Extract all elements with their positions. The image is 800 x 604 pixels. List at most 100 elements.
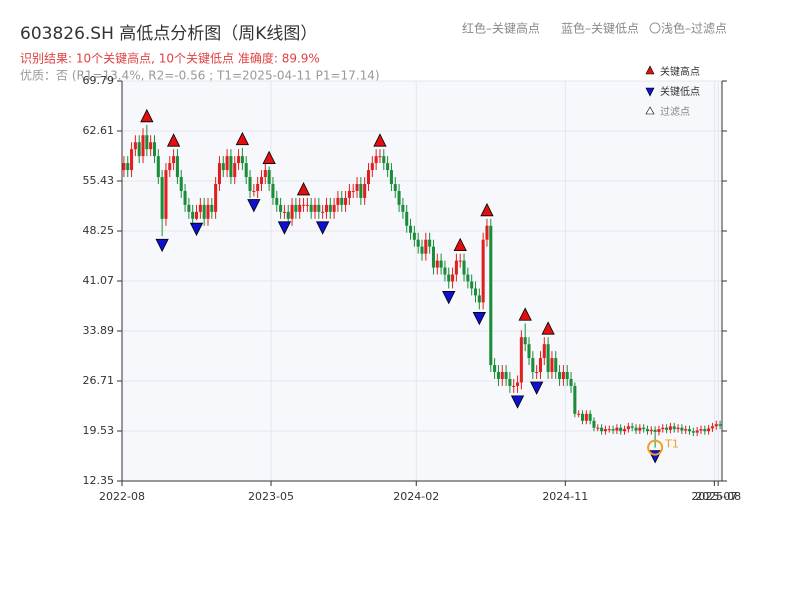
candle-body	[577, 413, 581, 415]
candle-body	[431, 246, 435, 268]
candle-body	[638, 427, 642, 431]
candle-body	[382, 156, 386, 164]
candle-body	[691, 431, 695, 433]
candle-body	[485, 225, 489, 240]
candle-body	[290, 204, 294, 219]
key-high-marker	[541, 321, 555, 335]
candle-body	[477, 295, 481, 303]
candle-body	[470, 281, 474, 289]
candle-body	[695, 430, 699, 433]
candle-body	[493, 365, 497, 373]
candle-body	[424, 239, 428, 254]
key-low-marker	[510, 395, 525, 409]
candle-body	[256, 183, 260, 191]
candle-body	[244, 163, 248, 178]
candle-body	[703, 429, 707, 432]
candle-body	[149, 142, 153, 150]
candle-body	[500, 372, 504, 379]
key-low-marker	[530, 381, 544, 395]
x-tick-label: 2022-08	[99, 490, 145, 503]
legend-label: 过滤点	[660, 105, 690, 118]
candle-body	[133, 142, 137, 150]
key-low-marker	[442, 291, 456, 305]
candle-body	[642, 427, 646, 430]
candle-body	[324, 204, 328, 212]
key-high-marker	[518, 307, 532, 321]
candle-body	[428, 239, 432, 247]
candle-body	[145, 135, 149, 150]
key-low-marker	[472, 311, 486, 326]
candle-body	[370, 163, 374, 171]
candle-body	[317, 204, 321, 212]
candle-body	[374, 156, 378, 164]
candle-body	[321, 211, 325, 213]
candle-body	[653, 429, 657, 432]
candle-body	[687, 429, 692, 432]
candle-body	[665, 427, 669, 430]
candle-body	[584, 413, 588, 421]
candle-body	[198, 204, 202, 212]
candle-body	[554, 358, 558, 373]
candle-body	[558, 372, 562, 379]
y-tick-label: 41.07	[83, 274, 115, 287]
key-high-marker	[166, 133, 181, 147]
candle-body	[302, 204, 306, 206]
candle-body	[645, 429, 650, 432]
y-tick-label: 69.79	[83, 74, 115, 87]
candle-body	[473, 288, 478, 296]
candle-body	[512, 385, 516, 387]
candle-body	[405, 211, 409, 226]
legend: 关键高点 关键低点 过滤点	[645, 65, 700, 118]
candle-body	[210, 204, 214, 212]
candle-body	[561, 372, 565, 379]
candle-body	[523, 337, 527, 345]
header-legend: 蓝色–关键低点	[561, 22, 639, 36]
y-tick-label: 26.71	[83, 374, 115, 387]
candle-body	[378, 156, 382, 158]
candle-body	[416, 239, 420, 247]
y-tick-label: 33.89	[83, 324, 115, 337]
candle-body	[439, 260, 443, 268]
target-circle	[647, 439, 664, 456]
candle-body	[542, 344, 546, 359]
candle-body	[141, 135, 145, 157]
key-low-marker	[189, 222, 204, 237]
candle-body	[634, 427, 638, 431]
candle-body	[152, 142, 157, 157]
subtitle: 识别结果: 10个关键高点, 10个关键低点 准确度: 89.9%	[20, 51, 320, 66]
candle-body	[710, 426, 714, 429]
candle-body	[707, 428, 711, 432]
note: 优质：否 (R1=13.4%, R2=-0.56 ; T1=2025-04-11…	[20, 69, 380, 83]
candle-body	[347, 190, 351, 198]
candle-body	[267, 170, 271, 184]
candle-body	[630, 426, 634, 428]
key-high-marker	[140, 108, 154, 123]
candle-body	[340, 197, 344, 205]
candle-body	[359, 183, 363, 198]
key-high-marker	[235, 131, 250, 146]
candle-body	[248, 177, 252, 191]
candle-body	[546, 344, 550, 373]
header-legend: 〇浅色–过滤点	[649, 22, 727, 36]
candle-body	[252, 190, 256, 192]
candle-body	[156, 156, 160, 178]
candle-body	[279, 204, 283, 212]
candle-body	[451, 274, 455, 282]
x-tick-label: 2024-02	[393, 490, 439, 503]
candle-body	[313, 204, 317, 212]
candle-body	[657, 429, 661, 432]
candle-body	[336, 197, 340, 205]
legend-marker	[645, 65, 655, 75]
candle-body	[332, 204, 336, 212]
key-high-marker	[262, 150, 276, 164]
x-tick-label: 2024-11	[542, 490, 588, 503]
candle-body	[259, 177, 264, 184]
candle-body	[569, 378, 573, 386]
candle-body	[397, 190, 401, 205]
candle-body	[420, 246, 424, 254]
candle-body	[504, 372, 508, 379]
candle-body	[344, 197, 348, 205]
candle-body	[603, 429, 607, 432]
candle-body	[489, 225, 493, 366]
key-high-marker	[453, 237, 467, 252]
